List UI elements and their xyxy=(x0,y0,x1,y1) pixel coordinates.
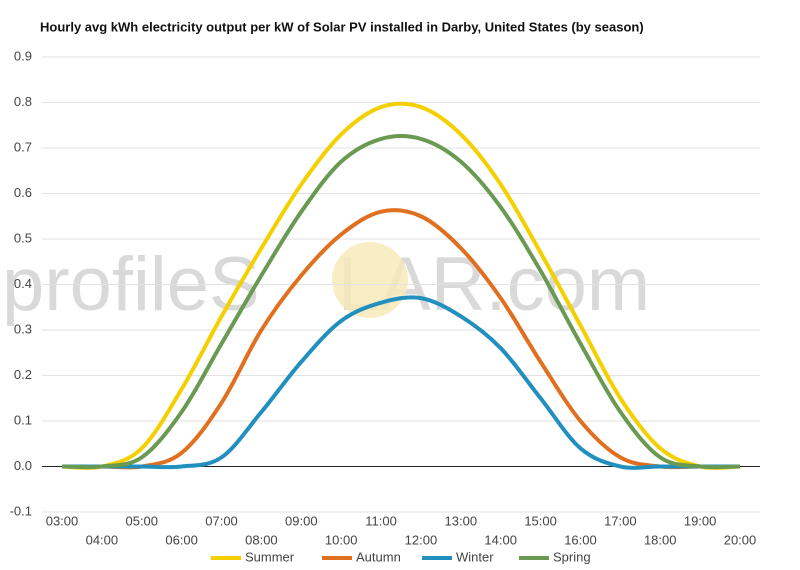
y-tick-label: 0.1 xyxy=(14,412,32,427)
chart-title: Hourly avg kWh electricity output per kW… xyxy=(40,19,644,34)
legend-label: Summer xyxy=(245,549,295,564)
y-tick-label: 0.7 xyxy=(14,139,32,154)
y-tick-label: 0.3 xyxy=(14,321,32,336)
x-tick-label: 05:00 xyxy=(125,513,158,528)
x-tick-label: 17:00 xyxy=(604,513,637,528)
y-tick-label: 0.6 xyxy=(14,185,32,200)
x-tick-label: 14:00 xyxy=(484,532,517,547)
y-tick-label: 0.8 xyxy=(14,94,32,109)
x-tick-label: 12:00 xyxy=(405,532,438,547)
y-tick-label: 0.0 xyxy=(14,458,32,473)
series-line xyxy=(61,101,741,470)
x-tick-label: 03:00 xyxy=(46,513,79,528)
x-tick-label: 19:00 xyxy=(684,513,717,528)
y-tick-label: 0.9 xyxy=(14,48,32,63)
x-tick-label: 16:00 xyxy=(564,532,597,547)
y-tick-label: 0.4 xyxy=(14,276,32,291)
series-line xyxy=(61,134,741,470)
legend-label: Spring xyxy=(553,549,591,564)
y-tick-label: 0.5 xyxy=(14,230,32,245)
x-tick-label: 04:00 xyxy=(86,532,119,547)
x-tick-label: 10:00 xyxy=(325,532,358,547)
y-tick-label: 0.2 xyxy=(14,367,32,382)
series-line xyxy=(62,295,740,470)
x-tick-label: 09:00 xyxy=(285,513,318,528)
x-tick-label: 15:00 xyxy=(524,513,557,528)
x-tick-label: 11:00 xyxy=(365,513,397,528)
legend-label: Winter xyxy=(456,549,494,564)
legend-label: Autumn xyxy=(356,549,401,564)
x-tick-label: 20:00 xyxy=(724,532,757,547)
x-tick-label: 07:00 xyxy=(205,513,238,528)
y-tick-label: -0.1 xyxy=(10,503,32,518)
x-tick-label: 08:00 xyxy=(245,532,278,547)
x-tick-label: 18:00 xyxy=(644,532,677,547)
series-line xyxy=(62,208,740,470)
x-tick-label: 06:00 xyxy=(165,532,198,547)
x-tick-label: 13:00 xyxy=(445,513,478,528)
